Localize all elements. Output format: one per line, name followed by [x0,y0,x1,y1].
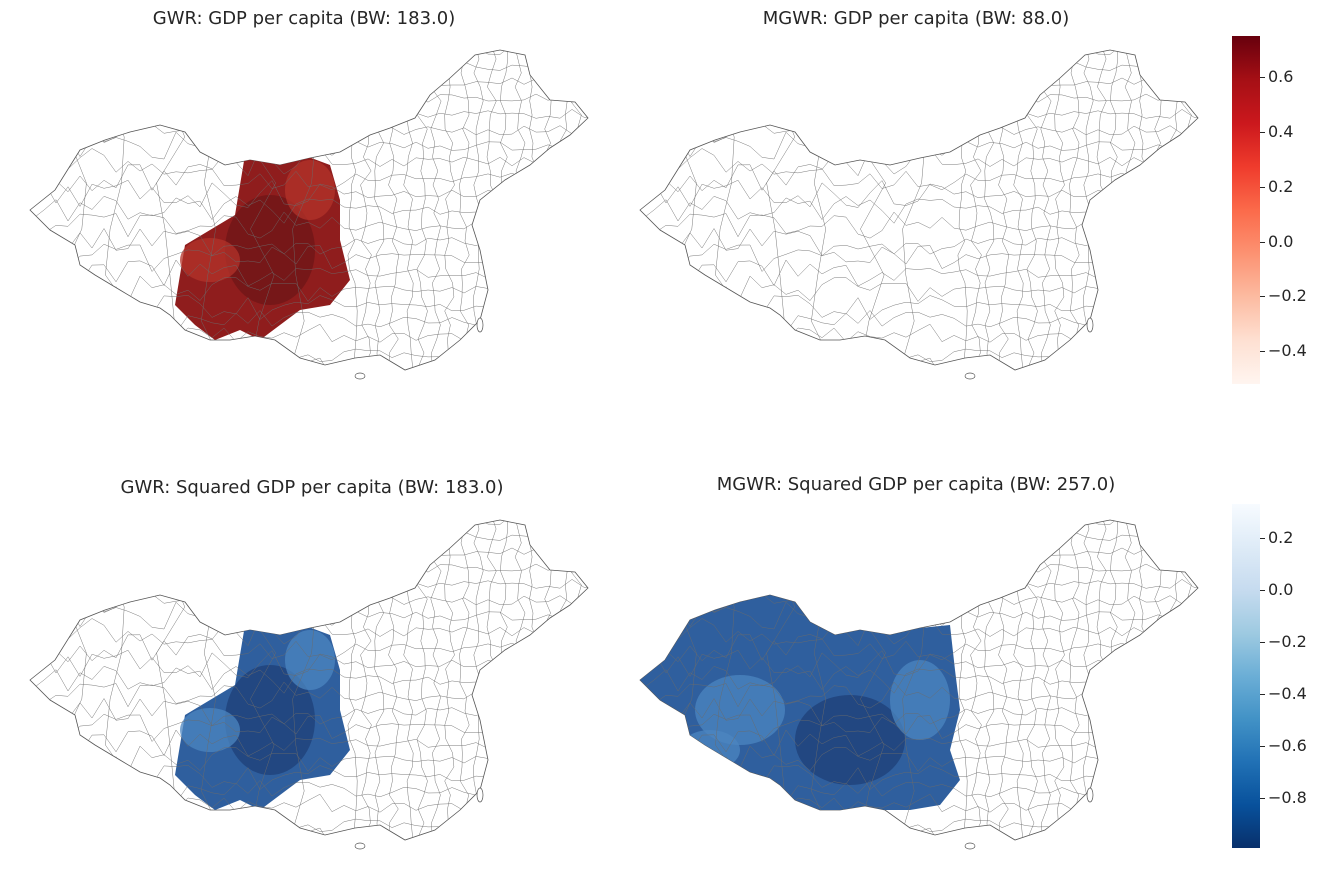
hainan-island [354,372,366,380]
hainan-island [354,842,366,850]
significant-region [175,620,350,810]
colorbar-tick-mark [1260,241,1265,243]
taiwan-island [1086,317,1094,333]
hainan-island [964,372,976,380]
colorbar-tick-label: 0.6 [1268,67,1294,87]
colorbar-tick-mark [1260,694,1265,696]
colorbar-tick-mark [1260,296,1265,298]
colorbar-tick-mark [1260,746,1265,748]
map-gwr-squared-gdp [29,519,589,850]
country-outline [639,49,1199,371]
colorbar-tick-label: −0.6 [1268,736,1307,756]
map-mgwr-gdp [639,49,1199,380]
colorbar-tick-label: −0.4 [1268,684,1307,704]
taiwan-island [1086,787,1094,803]
map-gwr-gdp [29,49,589,380]
colorbar-blues [1232,504,1260,848]
taiwan-island [476,787,484,803]
colorbar-tick-label: 0.0 [1268,580,1294,599]
panel-title-mgwr-squared-gdp: MGWR: Squared GDP per capita (BW: 257.0) [716,474,1116,495]
panel-title-gwr-squared-gdp: GWR: Squared GDP per capita (BW: 183.0) [120,477,504,498]
taiwan-island [476,317,484,333]
colorbar-tick-label: 0.0 [1268,231,1294,251]
colorbar-tick-mark [1260,590,1265,591]
colorbar-tick-label: −0.4 [1268,341,1307,361]
map-mgwr-squared-gdp [639,519,1199,850]
hainan-island [964,842,976,850]
colorbar-tick-mark [1260,642,1265,644]
colorbar-tick-mark [1260,798,1265,800]
colorbar-tick-mark [1260,131,1265,133]
colorbar-tick-label: −0.2 [1268,632,1307,652]
colorbar-tick-mark [1260,77,1265,79]
colorbar-reds [1232,36,1260,384]
colorbar-tick-label: 0.2 [1268,527,1294,547]
colorbar-tick-mark [1260,537,1265,539]
panel-title-mgwr-gdp: MGWR: GDP per capita (BW: 88.0) [762,8,1070,29]
panel-title-gwr-gdp: GWR: GDP per capita (BW: 183.0) [152,8,456,29]
colorbar-tick-mark [1260,351,1265,353]
colorbar-tick-label: 0.2 [1268,176,1294,196]
colorbar-tick-mark [1260,186,1265,188]
colorbar-tick-label: 0.4 [1268,121,1294,141]
colorbar-tick-label: −0.2 [1268,286,1307,306]
colorbar-tick-label: −0.8 [1268,788,1307,808]
